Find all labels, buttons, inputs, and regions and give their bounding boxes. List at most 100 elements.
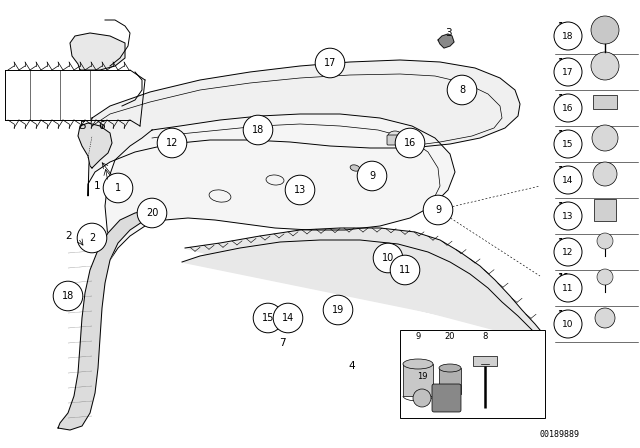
- Text: 18: 18: [557, 22, 570, 30]
- Circle shape: [554, 310, 582, 338]
- Text: 8: 8: [483, 332, 488, 340]
- Polygon shape: [88, 60, 520, 196]
- Text: 5: 5: [79, 121, 85, 131]
- Circle shape: [423, 195, 453, 225]
- Text: 12: 12: [557, 237, 570, 246]
- Circle shape: [554, 274, 582, 302]
- Text: 00189889: 00189889: [540, 430, 580, 439]
- Text: 8: 8: [459, 85, 465, 95]
- Circle shape: [554, 58, 582, 86]
- Circle shape: [554, 166, 582, 194]
- Bar: [593, 95, 617, 109]
- FancyBboxPatch shape: [387, 135, 403, 145]
- Circle shape: [77, 223, 107, 253]
- Text: 17: 17: [563, 68, 573, 77]
- Text: 9: 9: [415, 332, 420, 340]
- Text: 1: 1: [115, 183, 121, 193]
- Circle shape: [316, 48, 345, 78]
- Circle shape: [597, 233, 613, 249]
- Text: 20: 20: [445, 332, 455, 340]
- Text: 15: 15: [262, 313, 274, 323]
- Ellipse shape: [388, 131, 402, 141]
- Polygon shape: [105, 114, 455, 260]
- Text: 19: 19: [417, 371, 428, 380]
- Text: 10: 10: [382, 253, 394, 263]
- Bar: [403, 364, 433, 396]
- Polygon shape: [78, 123, 112, 168]
- Bar: [473, 356, 497, 366]
- Text: 15: 15: [563, 139, 573, 148]
- FancyBboxPatch shape: [432, 384, 461, 412]
- Circle shape: [285, 175, 315, 205]
- Text: 16: 16: [557, 94, 570, 103]
- Circle shape: [137, 198, 167, 228]
- Text: 2: 2: [89, 233, 95, 243]
- Circle shape: [273, 303, 303, 333]
- Text: 11: 11: [563, 284, 573, 293]
- Text: 14: 14: [557, 165, 570, 175]
- Ellipse shape: [439, 364, 461, 372]
- Circle shape: [157, 128, 187, 158]
- Text: 11: 11: [557, 273, 570, 283]
- Ellipse shape: [350, 165, 360, 171]
- Polygon shape: [182, 228, 545, 343]
- Text: 11: 11: [399, 265, 411, 275]
- Circle shape: [396, 128, 425, 158]
- Circle shape: [323, 295, 353, 325]
- Text: 18: 18: [252, 125, 264, 135]
- Ellipse shape: [403, 359, 433, 369]
- Text: 16: 16: [563, 103, 573, 112]
- Text: 19: 19: [332, 305, 344, 315]
- Circle shape: [592, 125, 618, 151]
- Circle shape: [253, 303, 283, 333]
- Text: 13: 13: [557, 202, 570, 211]
- Text: 18: 18: [62, 291, 74, 301]
- Bar: [594, 199, 616, 221]
- Circle shape: [591, 16, 619, 44]
- Text: 2: 2: [65, 231, 72, 241]
- Text: 13: 13: [294, 185, 306, 195]
- Text: 16: 16: [404, 138, 416, 148]
- Circle shape: [357, 161, 387, 191]
- Circle shape: [554, 202, 582, 230]
- Circle shape: [53, 281, 83, 311]
- Text: 6: 6: [99, 121, 106, 131]
- Circle shape: [413, 389, 431, 407]
- Text: 14: 14: [282, 313, 294, 323]
- Circle shape: [390, 255, 420, 285]
- Polygon shape: [438, 34, 454, 48]
- Circle shape: [554, 22, 582, 50]
- Text: 10: 10: [557, 310, 570, 319]
- Text: 20: 20: [146, 208, 158, 218]
- Text: 12: 12: [563, 247, 573, 257]
- Circle shape: [103, 173, 133, 203]
- Text: 13: 13: [563, 211, 573, 220]
- Text: 1: 1: [93, 181, 100, 191]
- Circle shape: [597, 269, 613, 285]
- Circle shape: [554, 94, 582, 122]
- Text: 4: 4: [349, 361, 355, 371]
- Text: 15: 15: [557, 129, 570, 138]
- Circle shape: [591, 52, 619, 80]
- Circle shape: [447, 75, 477, 105]
- Circle shape: [595, 308, 615, 328]
- Circle shape: [554, 238, 582, 266]
- Circle shape: [373, 243, 403, 273]
- Text: 17: 17: [557, 57, 570, 66]
- Text: 9: 9: [369, 171, 375, 181]
- Polygon shape: [70, 33, 125, 70]
- Circle shape: [593, 162, 617, 186]
- Text: 9: 9: [435, 205, 441, 215]
- Circle shape: [554, 130, 582, 158]
- Bar: [400, 330, 545, 418]
- Polygon shape: [58, 210, 162, 430]
- Circle shape: [243, 115, 273, 145]
- Text: 17: 17: [324, 58, 336, 68]
- Text: 12: 12: [166, 138, 178, 148]
- Text: 10: 10: [563, 319, 573, 328]
- Text: 7: 7: [278, 338, 285, 348]
- Text: 14: 14: [563, 176, 573, 185]
- Text: 3: 3: [445, 28, 451, 38]
- Text: 18: 18: [563, 31, 573, 40]
- Bar: [439, 368, 461, 394]
